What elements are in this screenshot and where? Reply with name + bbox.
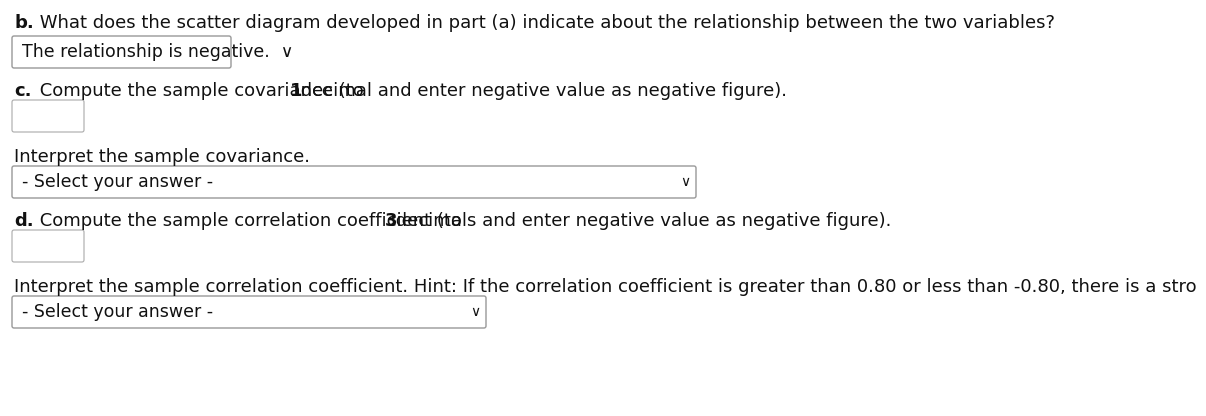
FancyBboxPatch shape (12, 166, 696, 198)
Text: ∨: ∨ (470, 305, 480, 319)
Text: d.: d. (14, 212, 34, 230)
FancyBboxPatch shape (12, 36, 232, 68)
Text: 1: 1 (289, 82, 302, 100)
Text: c.: c. (14, 82, 31, 100)
Text: - Select your answer -: - Select your answer - (22, 173, 213, 191)
FancyBboxPatch shape (12, 230, 84, 262)
Text: - Select your answer -: - Select your answer - (22, 303, 213, 321)
Text: The relationship is negative.  ∨: The relationship is negative. ∨ (22, 43, 293, 61)
FancyBboxPatch shape (12, 100, 84, 132)
Text: decimal and enter negative value as negative figure).: decimal and enter negative value as nega… (294, 82, 786, 100)
Text: b.: b. (14, 14, 34, 32)
Text: ∨: ∨ (680, 175, 690, 189)
FancyBboxPatch shape (12, 296, 486, 328)
Text: decimals and enter negative value as negative figure).: decimals and enter negative value as neg… (390, 212, 891, 230)
Text: Compute the sample covariance (to: Compute the sample covariance (to (34, 82, 369, 100)
Text: 3: 3 (385, 212, 397, 230)
Text: Interpret the sample covariance.: Interpret the sample covariance. (14, 148, 310, 166)
Text: What does the scatter diagram developed in part (a) indicate about the relations: What does the scatter diagram developed … (34, 14, 1055, 32)
Text: Interpret the sample correlation coefficient. Hint: If the correlation coefficie: Interpret the sample correlation coeffic… (14, 278, 1196, 296)
Text: Compute the sample correlation coefficient (to: Compute the sample correlation coefficie… (34, 212, 468, 230)
